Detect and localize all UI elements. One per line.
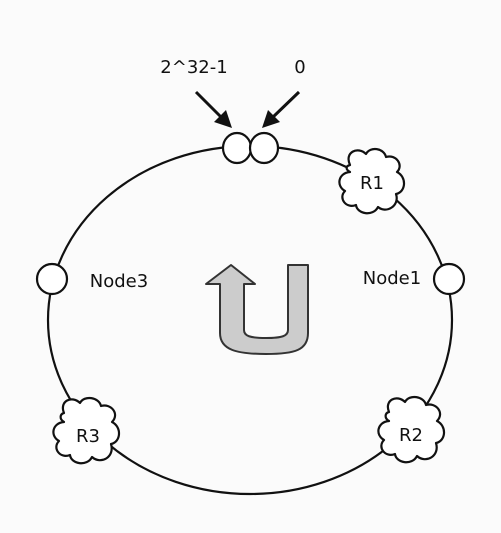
request-r3-label: R3 [76, 426, 100, 447]
node1-label: Node1 [363, 268, 421, 289]
zero-label: 0 [294, 57, 305, 78]
request-r3-cloud: R3 [52, 396, 121, 465]
request-r1-cloud: R1 [338, 147, 406, 215]
ring-end-marker [221, 131, 253, 165]
node3-dot [35, 262, 69, 296]
u-turn-arrow-icon [205, 264, 309, 355]
request-r2-cloud: R2 [377, 395, 446, 464]
node3-label: Node3 [90, 271, 148, 292]
zero-pointer [262, 90, 301, 128]
ring-start-marker [248, 131, 280, 165]
max-hash-pointer [194, 90, 232, 128]
request-r1-label: R1 [360, 173, 384, 194]
request-r2-label: R2 [399, 425, 423, 446]
node1-dot [432, 262, 466, 296]
max-hash-label: 2^32-1 [160, 57, 227, 78]
